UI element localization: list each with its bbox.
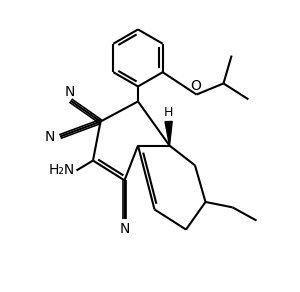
Text: N: N bbox=[65, 85, 75, 99]
Text: O: O bbox=[190, 79, 201, 93]
Text: H: H bbox=[164, 107, 173, 119]
Text: N: N bbox=[44, 130, 55, 144]
Text: N: N bbox=[119, 222, 130, 236]
Polygon shape bbox=[165, 121, 172, 145]
Text: H₂N: H₂N bbox=[49, 164, 75, 178]
